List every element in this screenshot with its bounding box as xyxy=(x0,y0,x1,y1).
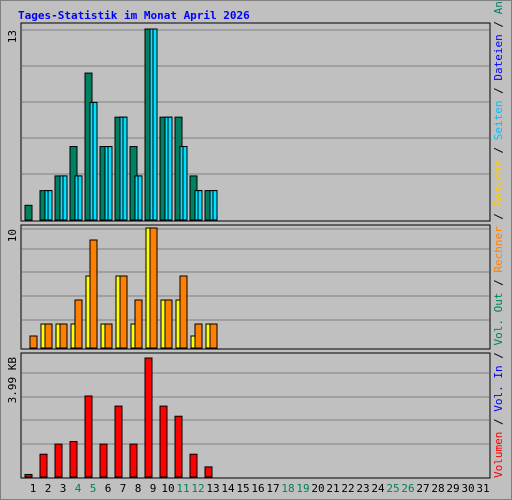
legend-vol-out: Vol. Out xyxy=(492,292,505,346)
bar-volumen xyxy=(189,453,198,478)
bar-anfragen xyxy=(24,204,33,221)
bar-rechner xyxy=(179,275,188,349)
legend: Volumen / Vol. In / Vol. Out / Rechner /… xyxy=(492,0,505,478)
bar-volumen xyxy=(144,357,153,478)
legend-separator: / xyxy=(492,345,505,366)
bar-rechner xyxy=(134,299,143,349)
y-axis-max-label: 10 xyxy=(6,229,19,242)
x-tick-label: 14 xyxy=(221,482,235,495)
legend-separator: / xyxy=(492,206,505,227)
x-tick-label: 20 xyxy=(311,482,324,495)
bar-rechner xyxy=(59,323,68,349)
bar-seiten xyxy=(77,175,83,221)
x-tick-label: 5 xyxy=(90,482,97,495)
x-tick-label: 24 xyxy=(371,482,385,495)
bar-seiten xyxy=(92,101,98,221)
x-tick-label: 8 xyxy=(135,482,142,495)
x-tick-label: 17 xyxy=(266,482,279,495)
bar-volumen xyxy=(84,395,93,478)
x-tick-label: 7 xyxy=(120,482,127,495)
x-tick-label: 28 xyxy=(431,482,444,495)
bar-seiten xyxy=(212,190,218,221)
x-tick-label: 11 xyxy=(176,482,189,495)
bar-volumen xyxy=(204,466,213,478)
x-tick-label: 15 xyxy=(236,482,249,495)
bar-rechner xyxy=(89,239,98,349)
legend-besuche: Besuche xyxy=(492,160,505,207)
chart-title: Tages-Statistik im Monat April 2026 xyxy=(18,9,250,22)
bar-rechner xyxy=(164,299,173,349)
bar-volumen xyxy=(159,405,168,478)
x-tick-label: 2 xyxy=(45,482,52,495)
bar-volumen xyxy=(99,443,108,478)
legend-volumen: Volumen xyxy=(492,431,505,478)
legend-separator: / xyxy=(492,411,505,432)
bar-seiten xyxy=(137,175,143,221)
bar-seiten xyxy=(167,116,173,221)
legend-separator: / xyxy=(492,140,505,161)
bar-seiten xyxy=(152,28,158,221)
legend-dateien: Dateien xyxy=(492,34,505,81)
bar-rechner xyxy=(74,299,83,349)
x-tick-label: 1 xyxy=(30,482,37,495)
bar-seiten xyxy=(62,175,68,221)
x-tick-label: 27 xyxy=(416,482,429,495)
x-tick-label: 6 xyxy=(105,482,112,495)
bar-rechner xyxy=(104,323,113,349)
legend-separator: / xyxy=(492,272,505,293)
y-axis-max-label: 13 xyxy=(6,30,19,43)
y-axis-max-label: 3.99 KB xyxy=(6,357,19,404)
bar-volumen xyxy=(129,443,138,478)
bar-volumen xyxy=(174,415,183,478)
bar-volumen xyxy=(69,441,78,478)
x-tick-label: 13 xyxy=(206,482,219,495)
x-tick-label: 31 xyxy=(476,482,489,495)
bar-seiten xyxy=(47,190,53,221)
bar-seiten xyxy=(122,116,128,221)
x-tick-label: 25 xyxy=(386,482,399,495)
bar-rechner xyxy=(29,335,38,349)
x-tick-label: 18 xyxy=(281,482,294,495)
legend-separator: / xyxy=(492,80,505,101)
bar-volumen xyxy=(39,453,48,478)
x-tick-label: 21 xyxy=(326,482,339,495)
bar-seiten xyxy=(182,146,188,221)
bar-seiten xyxy=(107,146,113,221)
x-tick-label: 30 xyxy=(461,482,474,495)
bar-rechner xyxy=(44,323,53,349)
bar-seiten xyxy=(197,190,203,221)
x-tick-label: 9 xyxy=(150,482,157,495)
plot-panel-3 xyxy=(20,352,491,479)
bar-volumen xyxy=(114,405,123,478)
bar-volumen xyxy=(54,443,63,478)
bar-volumen xyxy=(24,473,33,478)
x-tick-label: 26 xyxy=(401,482,414,495)
x-tick-label: 4 xyxy=(75,482,82,495)
x-tick-label: 22 xyxy=(341,482,354,495)
bar-rechner xyxy=(209,323,218,349)
bar-rechner xyxy=(194,323,203,349)
x-tick-label: 23 xyxy=(356,482,369,495)
legend-vol-in: Vol. In xyxy=(492,365,505,412)
x-tick-label: 16 xyxy=(251,482,264,495)
legend-seiten: Seiten xyxy=(492,100,505,141)
x-tick-label: 3 xyxy=(60,482,67,495)
plot-panel-2 xyxy=(20,224,491,350)
legend-anfragen: Anfragen xyxy=(492,0,505,14)
x-tick-label: 19 xyxy=(296,482,309,495)
plot-panel-1 xyxy=(20,22,491,222)
x-tick-label: 10 xyxy=(161,482,174,495)
bar-rechner xyxy=(149,227,158,349)
legend-rechner: Rechner xyxy=(492,226,505,273)
x-tick-label: 29 xyxy=(446,482,459,495)
legend-separator: / xyxy=(492,14,505,35)
x-tick-label: 12 xyxy=(191,482,204,495)
bar-rechner xyxy=(119,275,128,349)
